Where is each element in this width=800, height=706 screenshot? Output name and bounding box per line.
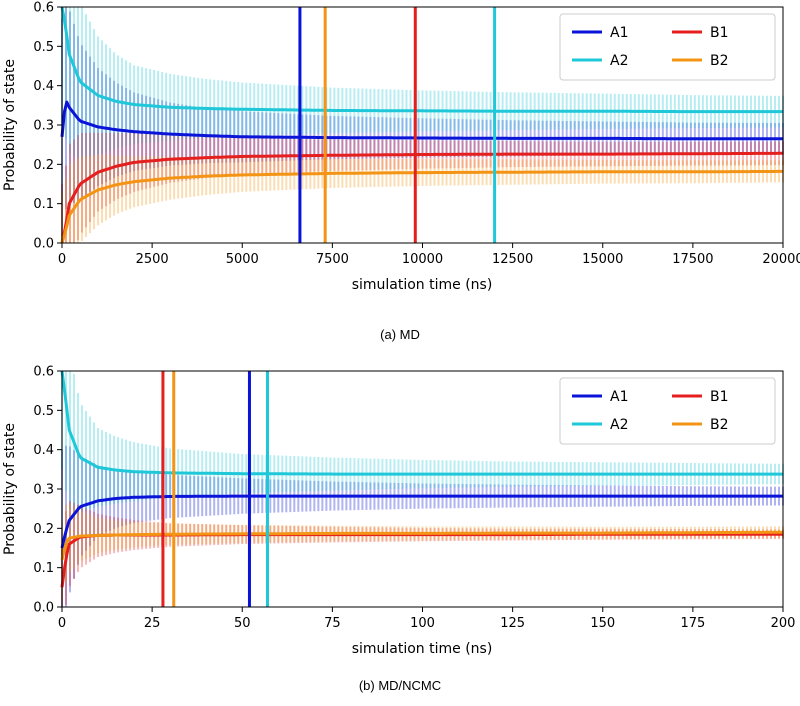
x-tick-label: 2500 — [136, 252, 169, 267]
x-tick-label: 25 — [144, 616, 161, 631]
x-tick-label: 12500 — [492, 252, 533, 267]
y-tick-label: 0.3 — [33, 483, 54, 498]
y-tick-label: 0.2 — [33, 522, 54, 537]
x-tick-label: 100 — [410, 616, 435, 631]
legend-a2-label: A2 — [610, 53, 628, 69]
legend-a1-label: A1 — [610, 389, 628, 405]
panel-a-y-axis-label: Probability of state — [2, 59, 18, 191]
legend-b1-label: B1 — [710, 25, 729, 41]
panel-a-series-lines — [60, 6, 783, 244]
x-tick-label: 20000 — [762, 252, 800, 267]
y-tick-label: 0.0 — [33, 237, 54, 252]
legend-a2-label: A2 — [610, 417, 628, 433]
panel-b-x-axis-label: simulation time (ns) — [352, 641, 493, 657]
x-tick-label: 200 — [771, 616, 796, 631]
legend-b1-label: B1 — [710, 389, 729, 405]
series-line-b1 — [60, 151, 783, 244]
x-tick-label: 5000 — [226, 252, 259, 267]
y-tick-label: 0.5 — [33, 40, 54, 55]
x-tick-label: 150 — [590, 616, 615, 631]
panel-b: 0 25 50 75 100 125 150 175 200 0.00.10.20.30.40.… — [2, 365, 795, 694]
panel-a-legend-box — [559, 13, 776, 81]
y-tick-label: 0.2 — [33, 158, 54, 173]
y-tick-label: 0.4 — [33, 79, 54, 94]
panel-a-y-axis: 0.0 0.1 0.2 0.3 0.4 0.5 0.6 — [33, 1, 62, 252]
panel-a-x-axis: 0 2500 5000 7500 10000 12500 15000 17500 20000 — [58, 243, 800, 267]
y-tick-label: 0.6 — [33, 1, 54, 16]
panel-b-convergence-lines — [161, 371, 269, 607]
x-tick-label: 0 — [58, 616, 66, 631]
panel-a-legend: A1 A2 B1 B2 — [559, 13, 776, 81]
series-line-a1 — [60, 494, 783, 549]
x-tick-label: 125 — [500, 616, 525, 631]
error-bars-b2 — [61, 154, 784, 243]
y-tick-label: 0.5 — [33, 404, 54, 419]
x-tick-label: 75 — [324, 616, 341, 631]
y-tick-label: 0.1 — [33, 561, 54, 576]
legend-a1-label: A1 — [610, 25, 628, 41]
panel-a-convergence-lines — [298, 7, 497, 243]
x-tick-label: 17500 — [672, 252, 713, 267]
panel-a: 0 2500 5000 7500 10000 12500 15000 17500 20000 0… — [2, 1, 800, 343]
y-tick-label: 0.0 — [33, 601, 54, 616]
x-tick-label: 15000 — [582, 252, 623, 267]
x-tick-label: 0 — [58, 252, 66, 267]
legend-b2-label: B2 — [710, 417, 729, 433]
x-tick-label: 50 — [234, 616, 251, 631]
series-line-a2 — [60, 370, 783, 476]
y-tick-label: 0.4 — [33, 443, 54, 458]
x-tick-label: 7500 — [316, 252, 349, 267]
x-tick-label: 10000 — [402, 252, 443, 267]
panel-b-legend: A1 A2 B1 B2 — [559, 377, 776, 445]
series-line-a1 — [60, 100, 783, 141]
panel-a-caption: (a) MD — [380, 327, 420, 342]
panel-b-y-axis: 0.0 0.1 0.2 0.3 0.4 0.5 0.6 — [33, 365, 62, 616]
series-line-a2 — [60, 6, 783, 114]
y-tick-label: 0.1 — [33, 197, 54, 212]
y-tick-label: 0.6 — [33, 365, 54, 380]
legend-b2-label: B2 — [710, 53, 729, 69]
panel-b-caption: (b) MD/NCMC — [359, 678, 441, 693]
y-tick-label: 0.3 — [33, 119, 54, 134]
panel-b-series-lines — [60, 370, 783, 588]
panel-b-legend-box — [559, 377, 776, 445]
panel-b-x-axis: 0 25 50 75 100 125 150 175 200 — [58, 607, 796, 631]
x-tick-label: 175 — [680, 616, 705, 631]
panel-b-y-axis-label: Probability of state — [2, 423, 18, 555]
panel-a-x-axis-label: simulation time (ns) — [352, 277, 493, 293]
series-line-b2 — [60, 169, 783, 244]
series-line-b2 — [60, 530, 783, 561]
